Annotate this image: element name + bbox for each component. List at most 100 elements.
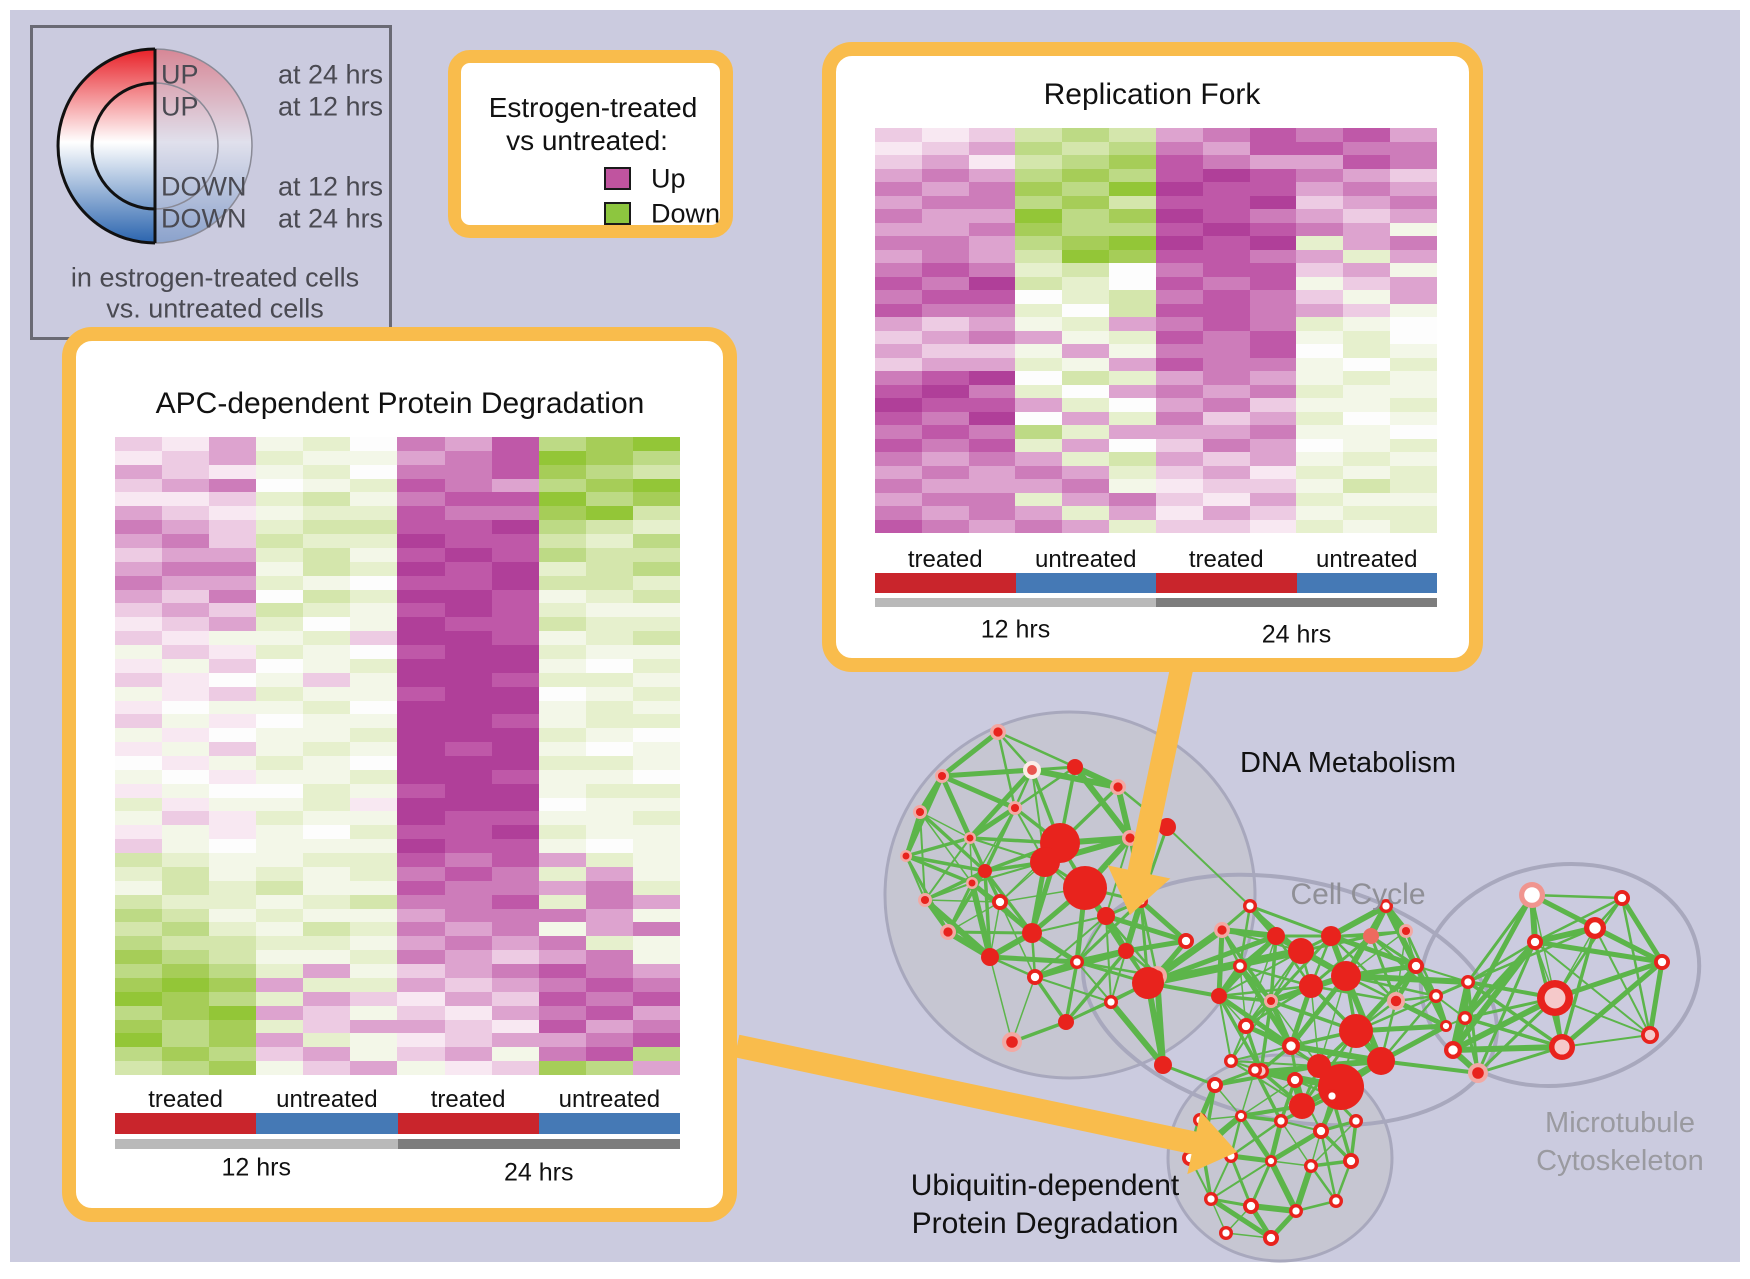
node-glyph-icon (56, 45, 257, 249)
network-node (1282, 1037, 1300, 1055)
rf-panel-title: Replication Fork (1043, 78, 1261, 111)
network-node (1002, 1032, 1022, 1052)
network-node (1379, 899, 1393, 913)
network-node (1468, 1063, 1488, 1083)
network-node (1654, 954, 1670, 970)
network-node (966, 877, 978, 889)
network-node (1331, 961, 1361, 991)
legend-up-24-time: at 24 hrs (278, 59, 384, 90)
microtubule-ellipse (1418, 861, 1702, 1089)
network-node (1063, 866, 1107, 910)
legend-caption-line1: in estrogen-treated cells (70, 262, 360, 293)
down-color-swatch (604, 202, 631, 225)
rf-group-label-1: untreated (1035, 546, 1137, 573)
network-node (1329, 1194, 1343, 1208)
network-node (1264, 994, 1278, 1008)
network-node (1444, 1041, 1462, 1059)
network-node (1614, 890, 1630, 906)
network-node (1440, 1020, 1452, 1032)
arrow-apc-to-ubiquitin (734, 1034, 1237, 1175)
network-node (1287, 1072, 1303, 1088)
network-node (1318, 1064, 1364, 1110)
network-node (1313, 1123, 1329, 1139)
network-node (1267, 927, 1285, 945)
apc-condition-bar-3 (538, 1113, 680, 1134)
legend-up-12-time: at 12 hrs (278, 91, 384, 122)
network-node (1288, 938, 1314, 964)
network-node (1022, 923, 1042, 943)
network-node (1158, 818, 1176, 836)
ubiquitin-label-line1: Ubiquitin-dependent (911, 1169, 1180, 1202)
legend-caption-line2: vs. untreated cells (106, 293, 324, 324)
network-node (1224, 1054, 1238, 1068)
network-node (1070, 955, 1084, 969)
apc-time-label-1: 24 hrs (504, 1158, 574, 1187)
apc-group-label-0: treated (148, 1086, 223, 1113)
apc-heatmap (115, 437, 680, 1075)
ubiquitin-label-line2: Protein Degradation (912, 1207, 1179, 1240)
updown-legend-title-line2: vs untreated: (506, 125, 668, 156)
network-node (1349, 1114, 1363, 1128)
network-node (1343, 1153, 1359, 1169)
network-node (1363, 928, 1379, 944)
rf-group-label-2: treated (1188, 546, 1264, 573)
apc-group-label-3: untreated (558, 1086, 661, 1113)
network-node (1154, 1056, 1172, 1074)
rf-heatmap (875, 128, 1437, 533)
arrow-replication-fork-to-dna (1107, 659, 1195, 915)
rf-condition-bar-2 (1156, 573, 1297, 593)
network-node (1214, 922, 1230, 938)
rf-condition-bar-1 (1015, 573, 1156, 593)
network-node (1067, 759, 1083, 775)
network-node (1118, 943, 1134, 959)
network-node (940, 924, 956, 940)
rf-condition-bar-0 (875, 573, 1016, 593)
microtubule-label-line1: Microtubule (1545, 1107, 1695, 1139)
updown-legend-title-line1: Estrogen-treated (488, 92, 698, 123)
network-node (981, 948, 999, 966)
rf-group-label-3: untreated (1316, 546, 1418, 573)
network-node (1243, 1198, 1259, 1214)
network-node (1058, 1014, 1074, 1030)
network-nodes (900, 724, 1670, 1246)
network-node (1243, 899, 1257, 913)
network-node (1211, 988, 1227, 1004)
rf-time-label-0: 12 hrs (980, 615, 1051, 644)
network-node (1527, 934, 1543, 950)
network-node (1321, 926, 1341, 946)
network-node (1325, 1089, 1339, 1103)
network-node (1178, 933, 1194, 949)
network-node (990, 724, 1006, 740)
network-node (1132, 967, 1164, 999)
network-node (964, 832, 976, 844)
network-node (1238, 1018, 1254, 1034)
rf-timebar-12 (875, 598, 1156, 607)
network-node (935, 769, 949, 783)
network-node (1097, 907, 1115, 925)
network-node (1204, 1192, 1218, 1206)
network-node (1235, 1110, 1247, 1122)
network-node (1339, 1014, 1373, 1048)
network-node (1289, 1093, 1315, 1119)
apc-condition-bar-0 (115, 1113, 257, 1134)
apc-group-label-2: treated (430, 1086, 506, 1113)
legend-up-12-dir: UP (161, 91, 199, 122)
apc-timebar-24 (397, 1139, 680, 1149)
network-node (918, 893, 932, 907)
legend-down-12-time: at 12 hrs (278, 171, 384, 202)
network-node (1641, 1026, 1659, 1044)
network-node (1233, 959, 1247, 973)
cell-cycle-label: Cell Cycle (1290, 878, 1425, 911)
network-node (1263, 1230, 1279, 1246)
apc-panel-title: APC-dependent Protein Degradation (155, 387, 645, 420)
network-node (1387, 992, 1405, 1010)
network-node (1304, 1159, 1318, 1173)
network-node (1110, 779, 1126, 795)
network-node (1030, 847, 1060, 877)
apc-condition-bar-1 (256, 1113, 398, 1134)
updown-legend-box: Estrogen-treated vs untreated: Up Down (448, 50, 733, 238)
network-node (1429, 989, 1443, 1003)
network-node (1537, 980, 1573, 1016)
